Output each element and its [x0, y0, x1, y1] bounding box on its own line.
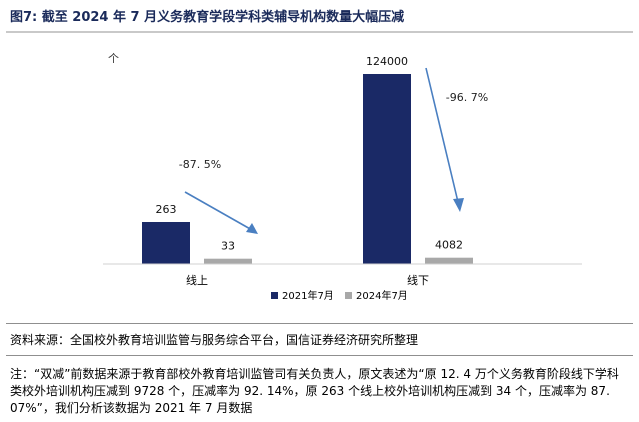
title-divider — [6, 31, 633, 33]
value-label-offline-2021: 124000 — [366, 55, 408, 68]
legend-label-2024: 2024年7月 — [356, 289, 408, 302]
chart-bottom-divider — [6, 323, 633, 324]
unit-label: 个 — [108, 52, 119, 65]
bar-offline-2021 — [363, 74, 411, 264]
legend-swatch-2024 — [345, 292, 352, 299]
arrow-online-shaft — [184, 191, 253, 231]
value-label-offline-2024: 4082 — [435, 239, 463, 252]
annotation-offline: -96. 7% — [446, 91, 488, 104]
note-text: 注：“双减”前数据来源于教育部校外教育培训监管司有关负责人，原文表述为“原 12… — [10, 367, 619, 415]
bar-online-2021 — [142, 222, 190, 264]
category-label-online: 线上 — [186, 273, 208, 287]
arrow-offline-shaft — [425, 67, 459, 203]
category-label-offline: 线下 — [407, 273, 429, 287]
value-label-online-2021: 263 — [156, 203, 177, 216]
legend-label-2021: 2021年7月 — [282, 289, 334, 302]
figure-title: 图7: 截至 2024 年 7 月义务教育学段学科类辅导机构数量大幅压减 — [10, 10, 405, 25]
annotation-online: -87. 5% — [179, 158, 221, 171]
value-label-online-2024: 33 — [221, 240, 235, 253]
arrow-offline-head — [453, 198, 464, 212]
bar-online-2024 — [204, 258, 252, 264]
legend-swatch-2021 — [271, 292, 278, 299]
source-text: 资料来源：全国校外教育培训监管与服务综合平台，国信证券经济研究所整理 — [10, 333, 419, 347]
arrow-online-head — [246, 223, 258, 234]
bar-offline-2024 — [425, 257, 473, 264]
source-divider — [6, 355, 633, 356]
